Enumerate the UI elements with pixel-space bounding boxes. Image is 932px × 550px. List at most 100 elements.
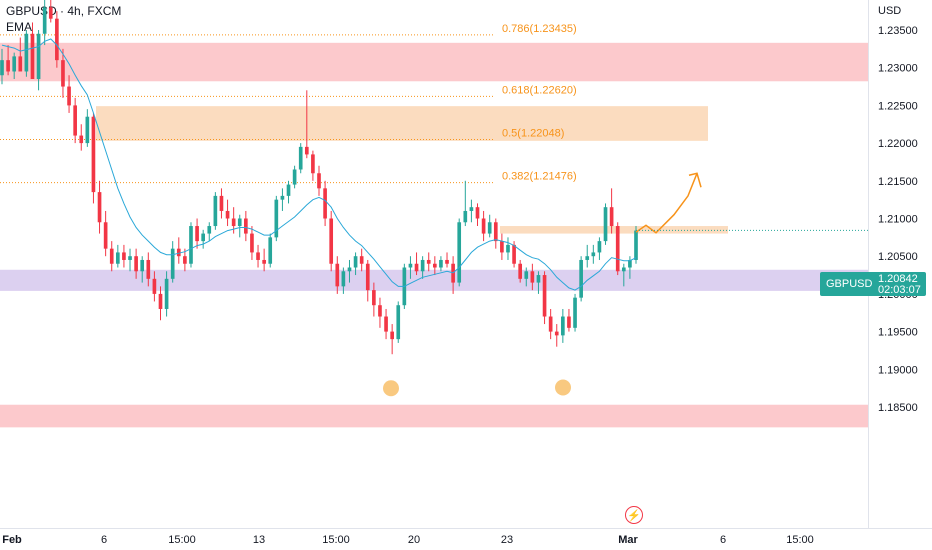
candle-body bbox=[530, 271, 535, 283]
candle-body bbox=[621, 267, 626, 272]
x-tick-label: 6 bbox=[101, 534, 107, 546]
candle-body bbox=[262, 259, 266, 264]
candle-body bbox=[225, 210, 230, 219]
candle-body bbox=[115, 252, 120, 264]
candle-body bbox=[585, 256, 590, 260]
candle-body bbox=[85, 116, 90, 144]
candle-body bbox=[183, 256, 187, 264]
candle-body bbox=[311, 154, 315, 174]
y-tick-label: 1.23000 bbox=[878, 63, 918, 75]
x-tick-label: Feb bbox=[2, 534, 22, 546]
candle-body bbox=[140, 259, 145, 272]
candle-body bbox=[286, 184, 291, 196]
fib-label: 0.382(1.21476) bbox=[502, 171, 577, 183]
candle-body bbox=[195, 226, 199, 242]
lightning-icon[interactable]: ⚡ bbox=[625, 506, 643, 524]
candle-body bbox=[170, 248, 175, 279]
candle-body bbox=[219, 195, 224, 211]
candle-body bbox=[30, 33, 35, 80]
y-tick-label: 1.21500 bbox=[878, 176, 918, 188]
candle-body bbox=[554, 331, 559, 336]
candle-body bbox=[365, 263, 370, 291]
y-tick-label: 1.20500 bbox=[878, 251, 918, 263]
candle-body bbox=[500, 241, 504, 253]
candle-body bbox=[628, 259, 632, 268]
candle-body bbox=[244, 218, 248, 234]
candle-body bbox=[201, 233, 206, 242]
zone-support bbox=[0, 269, 868, 291]
ema-line bbox=[1, 38, 637, 291]
candle-body bbox=[274, 199, 279, 238]
candle-body bbox=[152, 278, 157, 294]
chart-header: GBPUSD · 4h, FXCM EMA bbox=[6, 4, 121, 34]
candle-body bbox=[268, 237, 273, 264]
fib-label: 0.5(1.22048) bbox=[502, 127, 564, 139]
candle-body bbox=[445, 259, 449, 264]
zone-breakout-level bbox=[500, 226, 728, 234]
candle-body bbox=[372, 290, 376, 306]
x-tick-label: 6 bbox=[720, 534, 726, 546]
candle-body bbox=[347, 267, 352, 272]
y-tick-label: 1.22500 bbox=[878, 100, 918, 112]
x-tick-label: 23 bbox=[501, 534, 513, 546]
candle-body bbox=[73, 105, 77, 136]
candle-body bbox=[24, 33, 29, 72]
y-tick-label: 1.18500 bbox=[878, 402, 918, 414]
candle-body bbox=[79, 135, 84, 144]
candle-body bbox=[103, 222, 108, 249]
candle-body bbox=[518, 263, 523, 279]
zone-supply bbox=[0, 42, 868, 82]
candle-body bbox=[36, 33, 41, 80]
candle-body bbox=[6, 60, 10, 72]
candle-body bbox=[213, 195, 218, 227]
candle-body bbox=[408, 263, 413, 268]
y-tick-label: 1.22000 bbox=[878, 138, 918, 150]
swing-low-marker bbox=[383, 380, 399, 397]
symbol-line: GBPUSD · 4h, FXCM bbox=[6, 4, 122, 18]
candle-body bbox=[512, 244, 516, 264]
candle-body bbox=[524, 271, 529, 279]
fib-label: 0.786(1.23435) bbox=[502, 23, 577, 35]
candle-body bbox=[463, 210, 468, 223]
candle-body bbox=[97, 192, 102, 223]
candle-body bbox=[591, 252, 596, 257]
candle-body bbox=[378, 305, 382, 317]
candle-body bbox=[573, 297, 577, 328]
x-tick-label: 15:00 bbox=[786, 534, 814, 546]
price-axis-label: USD bbox=[878, 5, 901, 17]
candle-body bbox=[256, 252, 260, 260]
candle-body bbox=[91, 116, 96, 193]
candle-body bbox=[457, 222, 462, 283]
x-tick-label: 15:00 bbox=[168, 534, 196, 546]
zone-resistance bbox=[96, 106, 708, 141]
candle-body bbox=[67, 86, 71, 106]
candle-body bbox=[432, 263, 437, 268]
y-tick-label: 1.19500 bbox=[878, 327, 918, 339]
x-tick-label: 15:00 bbox=[322, 534, 350, 546]
candle-body bbox=[475, 207, 480, 219]
candle-body bbox=[536, 275, 541, 283]
candle-body bbox=[298, 146, 303, 170]
y-tick-label: 1.23500 bbox=[878, 25, 918, 37]
bar-countdown: 02:03:07 bbox=[878, 284, 921, 296]
y-tick-label: 1.21000 bbox=[878, 214, 918, 226]
candle-body bbox=[561, 316, 565, 336]
candle-body bbox=[439, 259, 443, 268]
candle-body bbox=[329, 218, 334, 264]
swing-low-marker bbox=[555, 379, 571, 396]
x-tick-label: 13 bbox=[253, 534, 265, 546]
candle-body bbox=[542, 275, 547, 317]
last-price-symbol: GBPUSD bbox=[826, 278, 873, 290]
candle-body bbox=[384, 316, 388, 332]
candle-body bbox=[164, 278, 169, 309]
candle-body bbox=[426, 259, 431, 264]
candle-body bbox=[109, 248, 114, 264]
candle-body bbox=[487, 222, 492, 234]
candle-body bbox=[420, 259, 425, 272]
candle-body bbox=[548, 316, 553, 332]
candle-body bbox=[12, 56, 17, 72]
candle-body bbox=[353, 256, 358, 268]
candle-body bbox=[615, 226, 620, 272]
ema-indicator-label: EMA bbox=[6, 20, 33, 34]
